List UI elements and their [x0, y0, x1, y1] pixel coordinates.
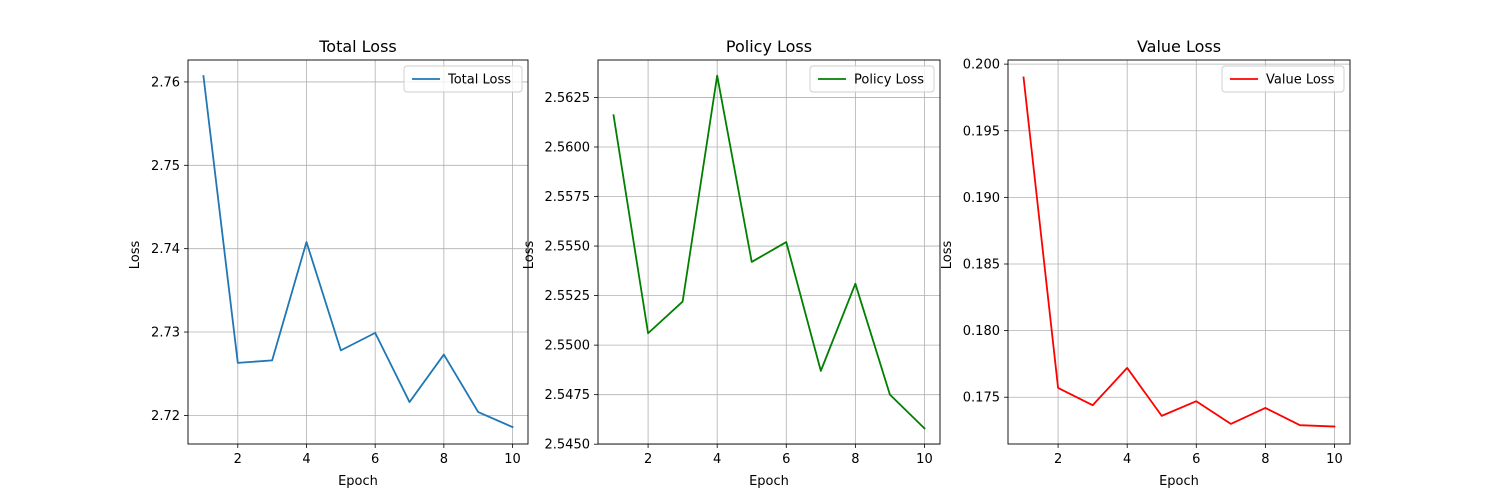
series-line — [612, 74, 926, 430]
legend-box — [1221, 65, 1345, 93]
x-tick-label: 6 — [782, 452, 790, 467]
total-loss-panel: Total Loss Epoch Loss 2 4 6 8 10 2.72 2.73 2.74… — [128, 37, 529, 489]
x-axis-label: Epoch — [338, 474, 378, 489]
axes-frame — [597, 59, 941, 445]
y-tick-label: 0.180 — [963, 324, 1000, 339]
x-tick-label: 8 — [440, 452, 448, 467]
x-tick-label: 10 — [1326, 452, 1343, 467]
y-tick-label: 2.5625 — [545, 91, 591, 106]
y-tick-label: 2.5525 — [545, 289, 591, 304]
x-axis-label: Epoch — [1159, 474, 1199, 489]
plot-area: 2 4 6 8 10 2.5450 2.5475 2.5500 2.5525 2.5550 2.55… — [545, 59, 941, 467]
chart-title: Total Loss — [318, 37, 397, 56]
value-loss-panel: Value Loss Epoch Loss 2 4 6 8 10 0.175 0.180 0.… — [940, 37, 1351, 489]
chart-title: Policy Loss — [726, 37, 812, 56]
y-tick-label: 2.5500 — [545, 339, 591, 354]
y-tick-label: 0.200 — [963, 58, 1000, 73]
y-axis-label: Loss — [940, 241, 955, 270]
series-line — [1022, 76, 1336, 428]
legend-label: Policy Loss — [854, 73, 924, 88]
policy-loss-panel: Policy Loss Epoch Loss 2 4 6 8 10 2.5450 2.547… — [522, 37, 941, 489]
y-tick-label: 2.5550 — [545, 240, 591, 255]
y-tick-label: 2.74 — [151, 242, 180, 257]
plot-area: 2 4 6 8 10 2.72 2.73 2.74 2.75 2.76 Total Loss — [151, 59, 529, 467]
x-axis-label: Epoch — [749, 474, 789, 489]
x-tick-label: 10 — [504, 452, 521, 467]
x-tick-label: 6 — [371, 452, 379, 467]
x-tick-label: 2 — [1054, 452, 1062, 467]
legend-box — [403, 65, 523, 93]
axes-frame — [1007, 59, 1351, 445]
x-tick-label: 4 — [302, 452, 310, 467]
y-tick-label: 0.195 — [963, 124, 1000, 139]
legend-box — [809, 65, 935, 93]
y-axis-label: Loss — [522, 241, 537, 270]
legend-label: Total Loss — [447, 73, 511, 88]
y-axis-label: Loss — [128, 241, 143, 270]
x-tick-label: 4 — [713, 452, 721, 467]
y-tick-label: 2.73 — [151, 326, 180, 341]
legend-label: Value Loss — [1266, 73, 1335, 88]
x-tick-label: 8 — [851, 452, 859, 467]
x-tick-label: 2 — [644, 452, 652, 467]
y-tick-label: 2.5600 — [545, 140, 591, 155]
y-tick-label: 0.175 — [963, 391, 1000, 406]
y-tick-label: 2.76 — [151, 75, 180, 90]
series-line — [202, 75, 514, 429]
y-tick-label: 2.75 — [151, 159, 180, 174]
x-tick-label: 8 — [1261, 452, 1269, 467]
x-tick-label: 10 — [916, 452, 933, 467]
axes-frame — [187, 59, 529, 445]
y-tick-label: 0.190 — [963, 191, 1000, 206]
chart-title: Value Loss — [1137, 37, 1221, 56]
y-tick-label: 0.185 — [963, 257, 1000, 272]
x-tick-label: 6 — [1192, 452, 1200, 467]
y-tick-label: 2.72 — [151, 409, 180, 424]
y-tick-label: 2.5475 — [545, 388, 591, 403]
y-tick-label: 2.5575 — [545, 190, 591, 205]
x-tick-label: 2 — [234, 452, 242, 467]
y-tick-label: 2.5450 — [545, 438, 591, 453]
plot-area: 2 4 6 8 10 0.175 0.180 0.185 0.190 0.195 0.200 Valu… — [963, 58, 1351, 467]
x-tick-label: 4 — [1123, 452, 1131, 467]
